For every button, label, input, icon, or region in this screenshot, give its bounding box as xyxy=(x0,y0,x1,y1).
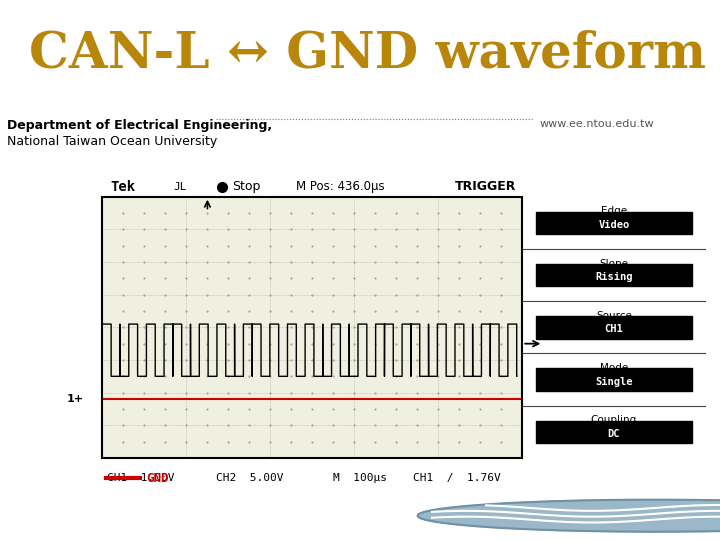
Text: CH1: CH1 xyxy=(605,325,624,334)
Text: Stop: Stop xyxy=(233,180,261,193)
Text: Single: Single xyxy=(595,377,633,387)
FancyBboxPatch shape xyxy=(536,212,692,234)
Text: Edge: Edge xyxy=(601,206,627,217)
Text: Slope: Slope xyxy=(600,259,629,268)
Text: Department of Electrical Engineering,: Department of Electrical Engineering, xyxy=(7,119,272,132)
Text: M Pos: 436.0μs: M Pos: 436.0μs xyxy=(296,180,384,193)
FancyBboxPatch shape xyxy=(536,368,692,391)
FancyBboxPatch shape xyxy=(536,421,692,443)
Text: Rising: Rising xyxy=(595,272,633,282)
Polygon shape xyxy=(418,500,720,532)
Text: Coupling: Coupling xyxy=(591,415,637,426)
FancyBboxPatch shape xyxy=(536,264,692,286)
Text: National Taiwan Ocean University: National Taiwan Ocean University xyxy=(7,135,217,148)
Text: Tek: Tek xyxy=(111,179,136,193)
FancyBboxPatch shape xyxy=(536,316,692,339)
Text: CH1  1.00V: CH1 1.00V xyxy=(107,474,174,483)
Text: JL: JL xyxy=(174,181,187,192)
Text: GND: GND xyxy=(146,472,168,485)
Text: 1+: 1+ xyxy=(66,394,84,404)
Text: TRIGGER: TRIGGER xyxy=(455,180,516,193)
Text: Mode: Mode xyxy=(600,363,628,373)
Text: Source: Source xyxy=(596,311,632,321)
Text: www.ee.ntou.edu.tw: www.ee.ntou.edu.tw xyxy=(540,119,654,129)
Text: Video: Video xyxy=(598,220,629,230)
Text: CH1  ∕  1.76V: CH1 ∕ 1.76V xyxy=(413,474,501,483)
Text: CAN-L ↔ GND waveform: CAN-L ↔ GND waveform xyxy=(29,30,706,78)
Text: DC: DC xyxy=(608,429,620,439)
Text: M  100μs: M 100μs xyxy=(333,474,387,483)
Text: CH2  5.00V: CH2 5.00V xyxy=(216,474,283,483)
